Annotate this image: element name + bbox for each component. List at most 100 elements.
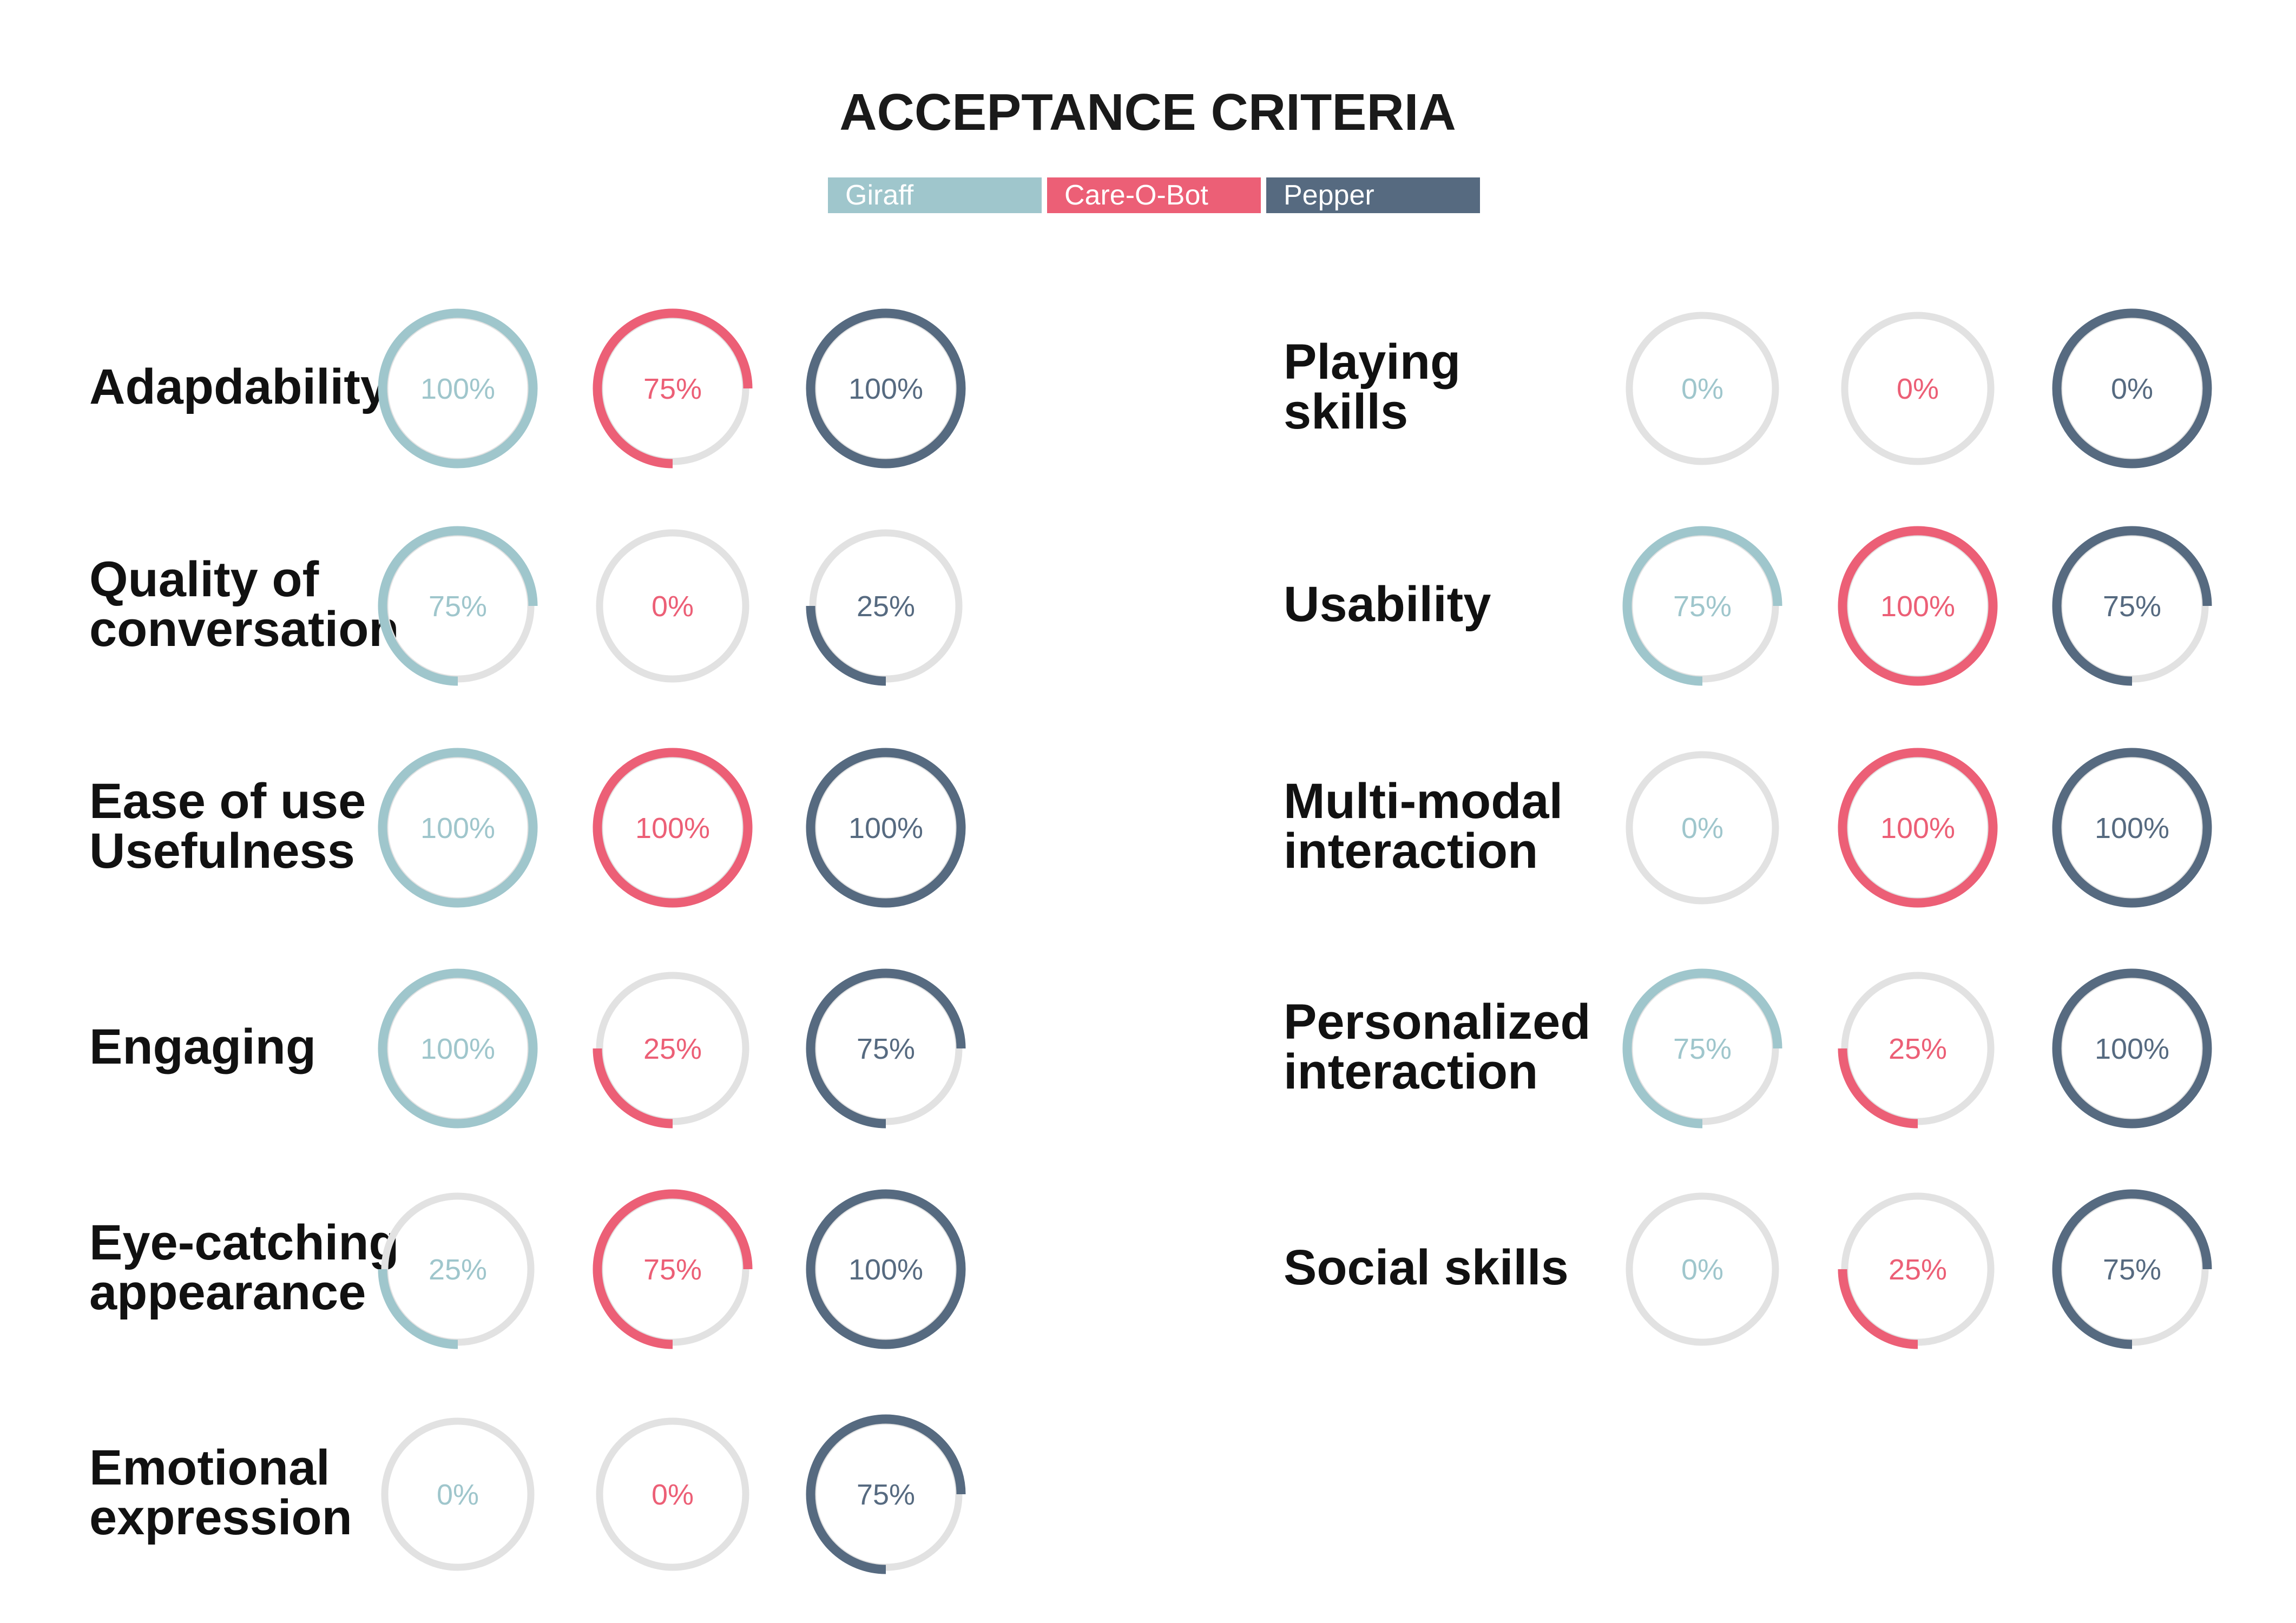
value-label-pepper: 100%: [2095, 1033, 2169, 1065]
value-label-care-o-bot: 0%: [1897, 373, 1939, 405]
ring-track-giraff: [1626, 751, 1779, 905]
value-label-care-o-bot: 100%: [1880, 590, 1955, 623]
value-label-giraff: 0%: [1681, 1253, 1723, 1286]
legend-swatch-giraff: [828, 177, 1042, 213]
ring-arc-giraff: [378, 968, 538, 1129]
criterion-label: Usability: [1284, 577, 1491, 632]
value-label-care-o-bot: 100%: [1880, 812, 1955, 845]
ring-arc-pepper: [806, 308, 966, 469]
ring-arc-giraff: [378, 748, 538, 908]
value-label-giraff: 0%: [1681, 812, 1723, 845]
legend-label-giraff: Giraff: [845, 180, 914, 211]
criterion-label: Quality of: [89, 552, 319, 607]
criterion-label: expression: [89, 1490, 352, 1545]
criterion-label: Personalized: [1284, 994, 1591, 1050]
value-label-pepper: 100%: [848, 1253, 923, 1286]
value-label-pepper: 25%: [857, 590, 915, 623]
ring-arc-pepper: [2052, 968, 2212, 1129]
ring-arc-giraff: [1622, 526, 1782, 686]
ring-arc-pepper: [2052, 308, 2212, 469]
value-label-care-o-bot: 75%: [643, 1253, 702, 1286]
legend-label-care-o-bot: Care-O-Bot: [1064, 180, 1208, 211]
value-label-pepper: 75%: [2103, 1253, 2161, 1286]
criterion-label: Playing: [1284, 334, 1461, 390]
legend-swatch-pepper: [1266, 177, 1480, 213]
value-label-giraff: 25%: [429, 1253, 487, 1286]
value-label-giraff: 75%: [429, 590, 487, 623]
value-label-care-o-bot: 25%: [1889, 1253, 1947, 1286]
criterion-label: Social skills: [1284, 1240, 1569, 1295]
chart-title: ACCEPTANCE CRITERIA: [839, 83, 1456, 141]
criterion-engaging: Engaging 100% 25% 75%: [89, 968, 966, 1129]
ring-track-care-o-bot: [596, 1417, 749, 1571]
criterion-label: Emotional: [89, 1440, 330, 1495]
criterion-label: Multi-modal: [1284, 774, 1563, 829]
ring-arc-care-o-bot: [593, 308, 753, 469]
ring-arc-pepper: [806, 968, 966, 1129]
criterion-label: conversation: [89, 602, 399, 657]
value-label-giraff: 0%: [437, 1479, 479, 1511]
value-label-care-o-bot: 75%: [643, 373, 702, 405]
ring-arc-giraff: [378, 526, 538, 686]
value-label-pepper: 75%: [857, 1033, 915, 1065]
value-label-giraff: 75%: [1673, 590, 1732, 623]
criterion-label: appearance: [89, 1265, 366, 1320]
ring-arc-care-o-bot: [1838, 1048, 1918, 1129]
criterion-label: Adapdability: [89, 359, 388, 414]
criterion-label: Engaging: [89, 1019, 316, 1074]
value-label-care-o-bot: 100%: [635, 812, 710, 845]
ring-arc-giraff: [378, 308, 538, 469]
ring-arc-pepper: [806, 748, 966, 908]
value-label-pepper: 0%: [2111, 373, 2153, 405]
criterion-label: Usefulness: [89, 823, 355, 879]
ring-arc-care-o-bot: [1838, 1269, 1918, 1349]
criterion-label: skills: [1284, 384, 1408, 439]
ring-track-care-o-bot: [1841, 312, 1995, 465]
ring-arc-pepper: [806, 1414, 966, 1574]
value-label-care-o-bot: 0%: [652, 1479, 694, 1511]
value-label-care-o-bot: 25%: [643, 1033, 702, 1065]
value-label-giraff: 100%: [420, 373, 495, 405]
value-label-giraff: 75%: [1673, 1033, 1732, 1065]
value-label-pepper: 100%: [848, 373, 923, 405]
ring-arc-pepper: [2052, 526, 2212, 686]
criteria-grid: Adapdability 100% 75% 100% Quality ofconvers…: [89, 308, 2212, 1574]
value-label-giraff: 100%: [420, 812, 495, 845]
criterion-label: interaction: [1284, 1044, 1538, 1099]
criterion-social-skills: Social skills 0% 25% 75%: [1284, 1189, 2212, 1349]
value-label-giraff: 0%: [1681, 373, 1723, 405]
ring-track-giraff: [1626, 312, 1779, 465]
ring-arc-pepper: [806, 1189, 966, 1349]
ring-arc-giraff: [1622, 968, 1782, 1129]
value-label-pepper: 100%: [2095, 812, 2169, 845]
value-label-care-o-bot: 25%: [1889, 1033, 1947, 1065]
legend: Giraff Care-O-Bot Pepper: [828, 177, 1480, 213]
ring-arc-care-o-bot: [1838, 748, 1998, 908]
ring-track-giraff: [381, 1417, 535, 1571]
value-label-giraff: 100%: [420, 1033, 495, 1065]
ring-arc-care-o-bot: [593, 748, 753, 908]
value-label-pepper: 75%: [857, 1479, 915, 1511]
value-label-pepper: 75%: [2103, 590, 2161, 623]
criterion-usability: Usability 75% 100% 75%: [1284, 526, 2212, 686]
ring-track-care-o-bot: [596, 529, 749, 683]
ring-arc-pepper: [2052, 1189, 2212, 1349]
legend-label-pepper: Pepper: [1284, 180, 1374, 211]
ring-arc-care-o-bot: [593, 1048, 673, 1129]
criterion-label: Eye-catching: [89, 1215, 399, 1270]
value-label-pepper: 100%: [848, 812, 923, 845]
criterion-adapdability: Adapdability 100% 75% 100%: [89, 308, 966, 469]
criterion-label: Ease of use: [89, 774, 366, 829]
criterion-label: interaction: [1284, 823, 1538, 879]
ring-arc-giraff: [378, 1269, 458, 1349]
ring-arc-pepper: [2052, 748, 2212, 908]
ring-arc-care-o-bot: [1838, 526, 1998, 686]
